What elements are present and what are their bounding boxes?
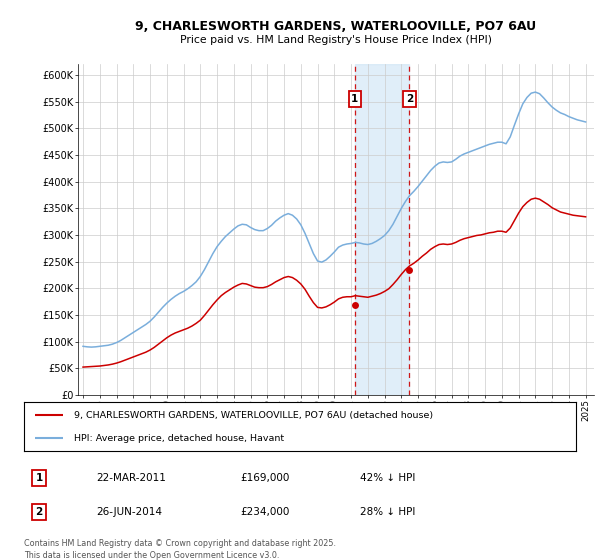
Text: £169,000: £169,000 bbox=[240, 473, 289, 483]
Text: 2: 2 bbox=[35, 507, 43, 517]
Text: 26-JUN-2014: 26-JUN-2014 bbox=[96, 507, 162, 517]
Text: 22-MAR-2011: 22-MAR-2011 bbox=[96, 473, 166, 483]
Text: 28% ↓ HPI: 28% ↓ HPI bbox=[360, 507, 415, 517]
Text: HPI: Average price, detached house, Havant: HPI: Average price, detached house, Hava… bbox=[74, 434, 284, 443]
Text: 42% ↓ HPI: 42% ↓ HPI bbox=[360, 473, 415, 483]
Text: Contains HM Land Registry data © Crown copyright and database right 2025.
This d: Contains HM Land Registry data © Crown c… bbox=[24, 539, 336, 559]
Text: 9, CHARLESWORTH GARDENS, WATERLOOVILLE, PO7 6AU: 9, CHARLESWORTH GARDENS, WATERLOOVILLE, … bbox=[136, 20, 536, 34]
Text: 9, CHARLESWORTH GARDENS, WATERLOOVILLE, PO7 6AU (detached house): 9, CHARLESWORTH GARDENS, WATERLOOVILLE, … bbox=[74, 411, 433, 420]
Text: 1: 1 bbox=[35, 473, 43, 483]
Text: 1: 1 bbox=[351, 94, 358, 104]
Bar bbox=[355, 64, 409, 395]
Text: Price paid vs. HM Land Registry's House Price Index (HPI): Price paid vs. HM Land Registry's House … bbox=[180, 35, 492, 45]
Text: £234,000: £234,000 bbox=[240, 507, 289, 517]
Text: 2: 2 bbox=[406, 94, 413, 104]
